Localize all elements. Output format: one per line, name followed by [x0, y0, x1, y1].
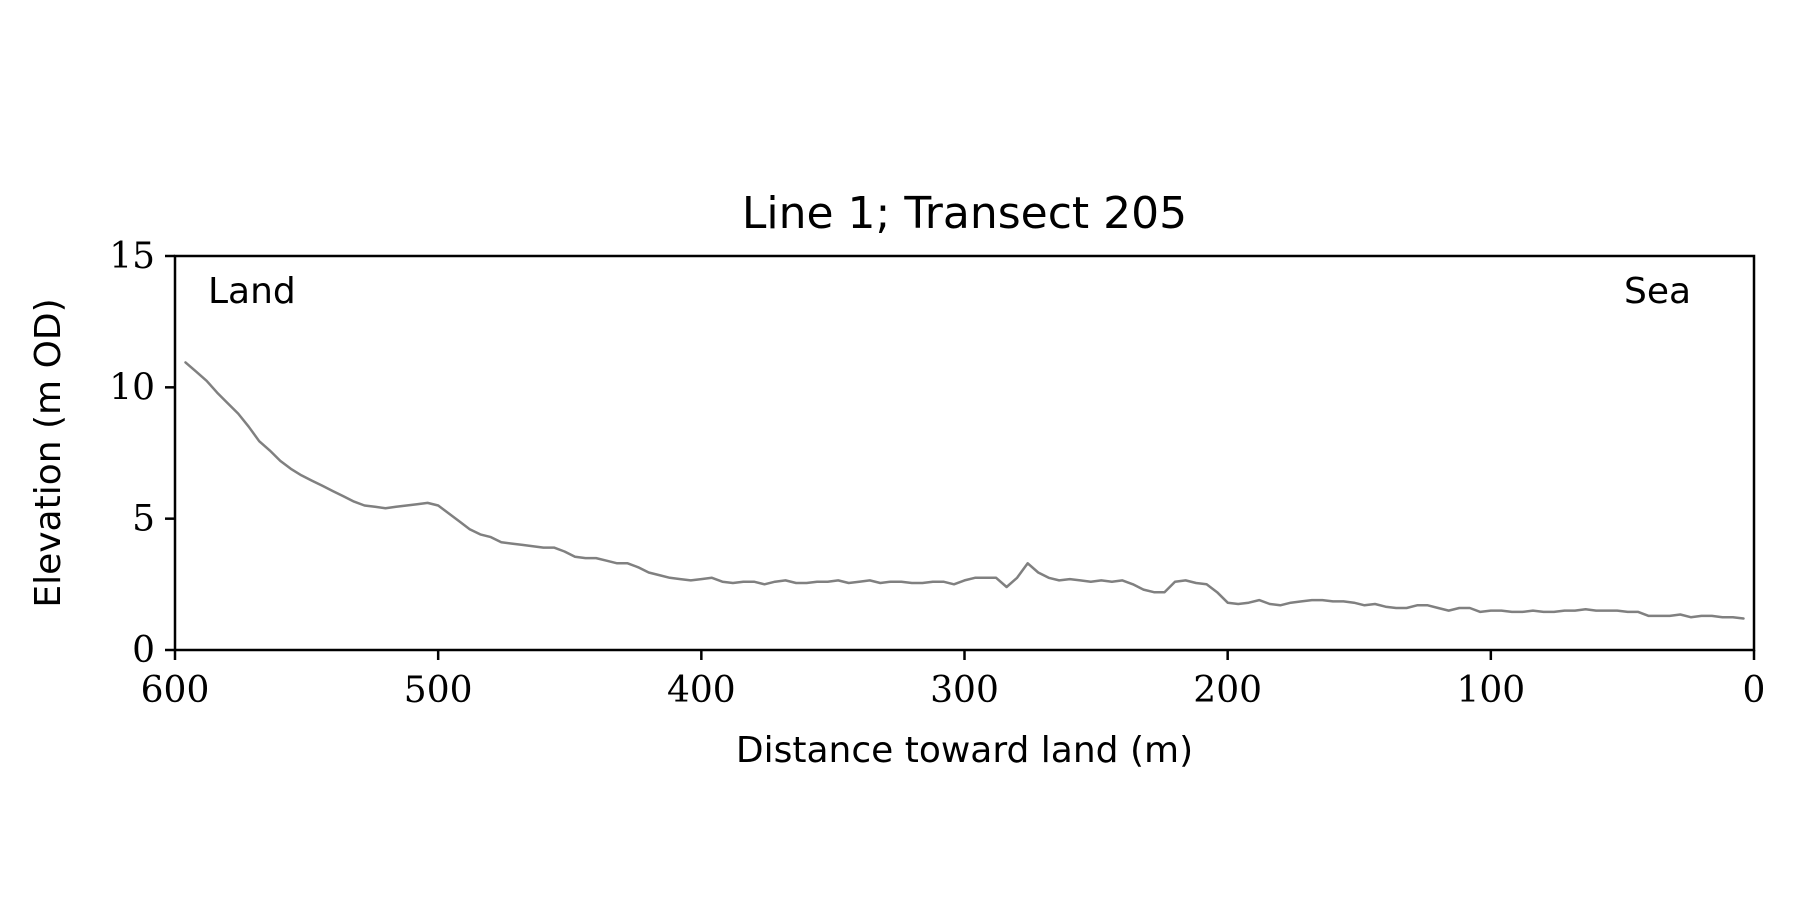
- x-tick-label: 100: [1456, 670, 1525, 711]
- x-tick-label: 400: [667, 670, 736, 711]
- y-axis-label: Elevation (m OD): [28, 298, 69, 607]
- x-tick-label: 200: [1193, 670, 1262, 711]
- annotation-land: Land: [208, 271, 296, 312]
- y-tick-label: 5: [132, 499, 155, 540]
- x-axis-ticks: 600 500 400 300 200 100 0: [141, 650, 1766, 711]
- y-tick-label: 15: [109, 236, 155, 277]
- y-tick-label: 0: [132, 630, 155, 671]
- y-tick-label: 10: [109, 367, 155, 408]
- plot-frame: [173, 254, 1756, 652]
- elevation-series-line: [184, 361, 1745, 620]
- annotation-sea: Sea: [1624, 271, 1691, 312]
- x-axis-label: Distance toward land (m): [736, 730, 1193, 771]
- x-tick-label: 600: [141, 670, 210, 711]
- x-tick-label: 300: [930, 670, 999, 711]
- x-tick-label: 0: [1743, 670, 1766, 711]
- chart-title: Line 1; Transect 205: [742, 188, 1187, 239]
- y-axis-ticks: 0 5 10 15: [109, 236, 175, 671]
- x-tick-label: 500: [404, 670, 473, 711]
